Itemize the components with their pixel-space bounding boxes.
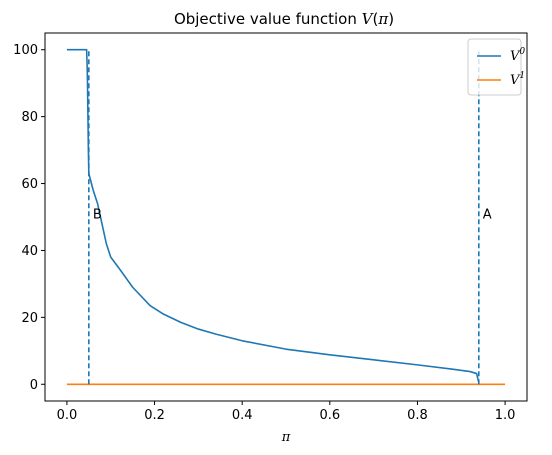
y-tick-label: 100	[13, 43, 38, 58]
legend: V0 V1	[467, 38, 525, 96]
x-axis-label: π	[281, 430, 291, 445]
annotation-a: A	[483, 208, 492, 223]
legend-label-v1: V1	[510, 71, 525, 88]
annotation-b: B	[93, 208, 102, 223]
y-tick-label: 20	[21, 311, 38, 326]
legend-box	[467, 38, 522, 96]
chart-title: Objective value function V(π)	[174, 10, 394, 28]
y-tick-label: 80	[21, 110, 38, 125]
y-axis: 0 20 40 60 80 100	[13, 43, 45, 393]
axes-frame	[44, 32, 528, 402]
y-tick-label: 60	[21, 177, 38, 192]
legend-label-v0: V0	[510, 47, 525, 64]
x-axis: 0.0 0.2 0.4 0.6 0.8 1.0	[57, 401, 516, 423]
x-tick-label: 0.6	[319, 408, 340, 423]
y-tick-label: 40	[21, 244, 38, 259]
x-tick-label: 0.2	[144, 408, 165, 423]
x-tick-label: 1.0	[495, 408, 516, 423]
y-tick-label: 0	[30, 378, 38, 393]
x-tick-label: 0.8	[407, 408, 428, 423]
x-tick-label: 0.0	[57, 408, 78, 423]
x-tick-label: 0.4	[232, 408, 253, 423]
